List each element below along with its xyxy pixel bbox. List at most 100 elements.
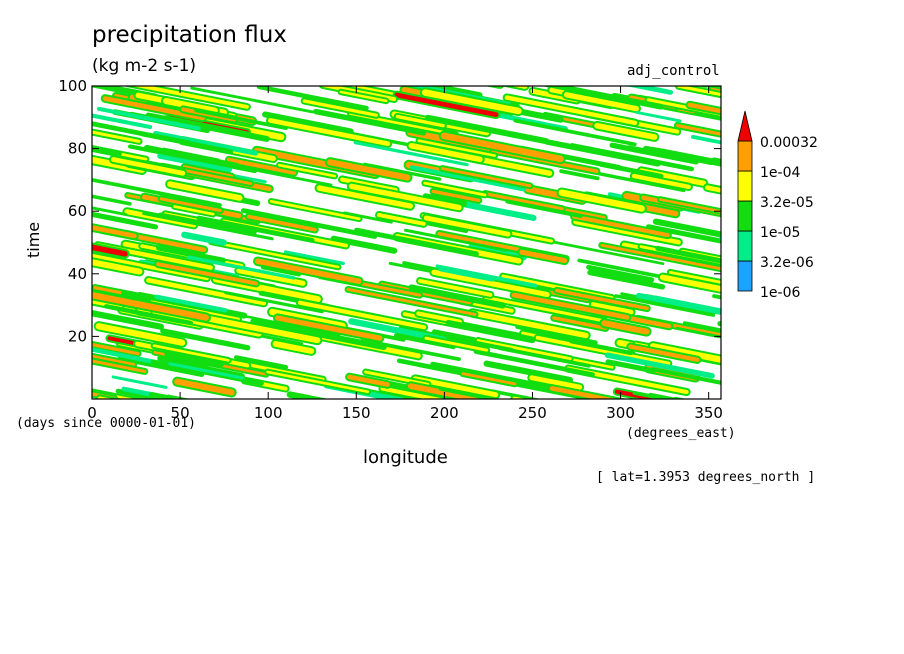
precip-band [234, 355, 289, 370]
chart-units: (kg m-2 s-1) [92, 56, 197, 76]
precip-band [255, 258, 362, 284]
precip-band [495, 86, 502, 87]
precip-band [157, 212, 257, 237]
y-tick-label: 40 [68, 265, 87, 283]
precip-band [92, 244, 128, 257]
precip-band [189, 414, 226, 421]
precip-band [250, 318, 387, 351]
precip-band-halo [764, 303, 842, 318]
precip-band [316, 185, 413, 209]
precip-band-halo [788, 412, 848, 424]
precip-band [770, 329, 895, 354]
precip-band [555, 288, 649, 311]
precipitation-bands [85, 76, 904, 428]
precip-band [394, 92, 499, 118]
precip-band [461, 372, 517, 386]
precip-band [417, 139, 497, 157]
precip-band [631, 173, 691, 190]
precip-band [572, 214, 670, 238]
precip-band [92, 342, 140, 356]
precip-band-halo [708, 86, 721, 94]
precip-band [92, 225, 137, 239]
colorbar-box [737, 140, 753, 172]
precip-band [710, 86, 721, 92]
x-tick-label: 100 [254, 404, 283, 422]
precip-band [445, 319, 534, 343]
precip-band [256, 86, 369, 111]
precip-band [743, 397, 838, 416]
precip-band [210, 240, 340, 269]
precip-band [655, 245, 721, 264]
precip-band [190, 86, 314, 114]
precip-band [544, 86, 664, 110]
precip-band [628, 344, 700, 362]
precip-band [92, 211, 159, 230]
precip-band [476, 339, 572, 361]
precip-band [667, 76, 706, 84]
precip-band [377, 212, 426, 226]
precip-band [262, 111, 354, 135]
precip-band [675, 123, 721, 136]
precip-band [313, 108, 427, 136]
precip-band [182, 404, 302, 428]
precip-band [558, 189, 645, 212]
precip-band [85, 402, 215, 428]
precip-band [154, 294, 228, 313]
precip-band [278, 163, 337, 178]
precip-band [438, 387, 502, 399]
precip-band-halo [759, 310, 880, 334]
precip-band [687, 102, 721, 114]
precip-band-halo [499, 86, 530, 91]
precip-band [95, 323, 186, 346]
precip-band [423, 181, 487, 197]
x-tick-label: 350 [694, 404, 723, 422]
y-tick-label: 80 [68, 140, 87, 158]
precip-band [430, 361, 544, 389]
precip-band [380, 386, 446, 399]
precip-band [297, 300, 427, 330]
precip-band [563, 92, 639, 112]
precip-band [102, 96, 206, 121]
precip-band [759, 310, 880, 334]
precip-band [483, 360, 574, 384]
colorbar-box [737, 200, 753, 232]
precip-band [544, 139, 661, 167]
precip-band [601, 320, 650, 335]
precip-band [728, 347, 854, 372]
precip-band [774, 361, 864, 379]
precip-band [737, 85, 781, 94]
precip-band-halo [696, 86, 710, 88]
precip-band [152, 344, 230, 362]
y-tick-label: 20 [68, 327, 87, 345]
precip-band [343, 211, 393, 224]
colorbar-label: 3.2e-05 [760, 195, 814, 211]
precip-band [103, 304, 194, 326]
precip-band-halo [301, 405, 342, 413]
precip-band [682, 321, 721, 333]
colorbar-extend-arrow [737, 110, 753, 142]
precip-band [110, 157, 186, 176]
precip-band [301, 405, 342, 413]
precip-band [734, 374, 838, 395]
precip-band [586, 264, 655, 283]
precip-band [224, 291, 324, 314]
precip-band [421, 89, 522, 115]
precip-band-halo [788, 158, 904, 182]
precip-band [330, 235, 398, 254]
precip-band [121, 386, 187, 399]
precip-band [173, 205, 215, 216]
precip-band [587, 269, 666, 290]
precip-band-halo [484, 86, 505, 89]
precip-band [625, 86, 674, 95]
precip-band [673, 396, 688, 399]
precip-band-halo [117, 407, 204, 424]
precip-band [164, 350, 225, 368]
colorbar-label: 3.2e-06 [760, 255, 814, 271]
precip-band [92, 291, 209, 321]
precip-band [563, 208, 606, 220]
precip-band [652, 218, 721, 238]
precip-band [645, 224, 721, 244]
precip-band [92, 259, 143, 275]
precip-band [469, 310, 589, 339]
precip-band [163, 97, 218, 114]
